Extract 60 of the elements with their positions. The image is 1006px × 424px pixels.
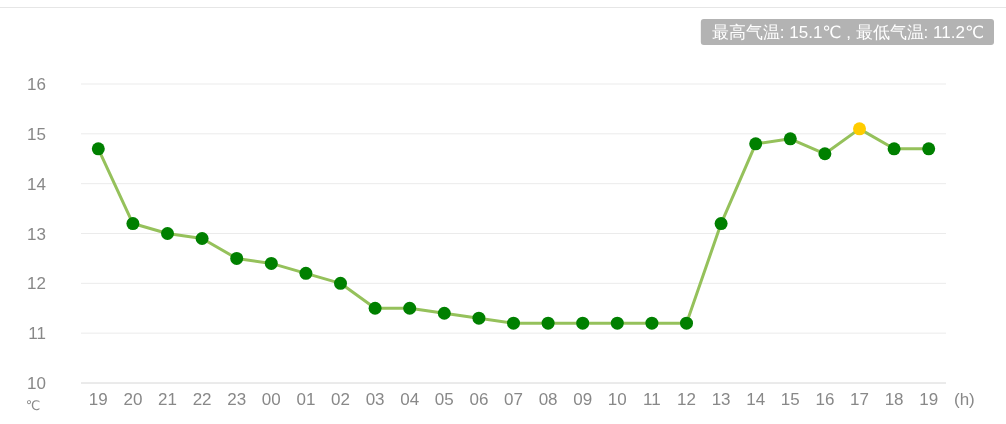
- point: [887, 142, 901, 156]
- x-tick-label: 05: [434, 390, 454, 409]
- x-tick-label: 11: [643, 390, 661, 409]
- point: [195, 231, 209, 245]
- x-tick-label: 18: [884, 390, 904, 409]
- text: 最高气温: 15.1℃ , 最低气温: 11.2℃: [711, 23, 984, 42]
- point: [91, 142, 105, 156]
- x-tick-label: 01: [296, 390, 316, 409]
- point: [126, 217, 140, 231]
- y-tick-label: 11: [28, 324, 46, 344]
- x-tick-label: 07: [504, 390, 523, 409]
- x-tick-label: 10: [607, 390, 627, 409]
- point: [749, 137, 763, 151]
- y-tick-label: 15: [27, 124, 46, 144]
- x-tick-label: 04: [400, 390, 420, 409]
- y-tick-label: 14: [27, 174, 46, 194]
- point: [368, 301, 382, 315]
- x-tick-label: 23: [227, 390, 247, 409]
- x-tick-label: 03: [365, 390, 385, 409]
- x-tick-label: 19: [88, 390, 108, 409]
- y-axis-title: ℃: [25, 398, 41, 413]
- x-tick-label: 21: [158, 390, 177, 409]
- point: [472, 311, 486, 325]
- x-tick-label: 19: [919, 390, 939, 409]
- x-tick-label: 13: [711, 390, 731, 409]
- point: [161, 227, 174, 240]
- y-tick-label: 10: [27, 374, 46, 393]
- x-tick-label: 14: [746, 390, 766, 409]
- point: [853, 122, 866, 136]
- x-tick-label: 20: [123, 390, 143, 409]
- x-tick-label: 06: [469, 390, 489, 409]
- x-tick-label: 17: [850, 390, 869, 409]
- x-tick-label: 15: [780, 390, 800, 409]
- x-tick-label: 22: [192, 390, 212, 409]
- point: [299, 266, 313, 280]
- x-tick-label: 08: [538, 390, 558, 409]
- point: [403, 301, 417, 315]
- point: [541, 316, 555, 330]
- x-tick-label: 00: [261, 390, 281, 409]
- y-tick-label: 13: [27, 224, 46, 244]
- point: [680, 316, 693, 330]
- y-tick-label: 12: [27, 274, 46, 294]
- x-tick-label: 02: [331, 390, 350, 409]
- point: [230, 251, 244, 265]
- x-axis-title: (h): [954, 390, 975, 409]
- point: [783, 132, 797, 146]
- x-tick-label: 16: [815, 390, 835, 409]
- x-tick-label: 09: [573, 390, 593, 409]
- point: [645, 316, 659, 330]
- point: [714, 217, 728, 231]
- point: [576, 316, 590, 330]
- point: [264, 256, 278, 270]
- point: [507, 316, 520, 330]
- point: [437, 306, 451, 320]
- point: [922, 142, 936, 156]
- point: [610, 316, 624, 330]
- x-tick-label: 12: [677, 390, 696, 409]
- point: [334, 276, 347, 290]
- y-tick-label: 16: [27, 75, 46, 94]
- point: [818, 147, 832, 161]
